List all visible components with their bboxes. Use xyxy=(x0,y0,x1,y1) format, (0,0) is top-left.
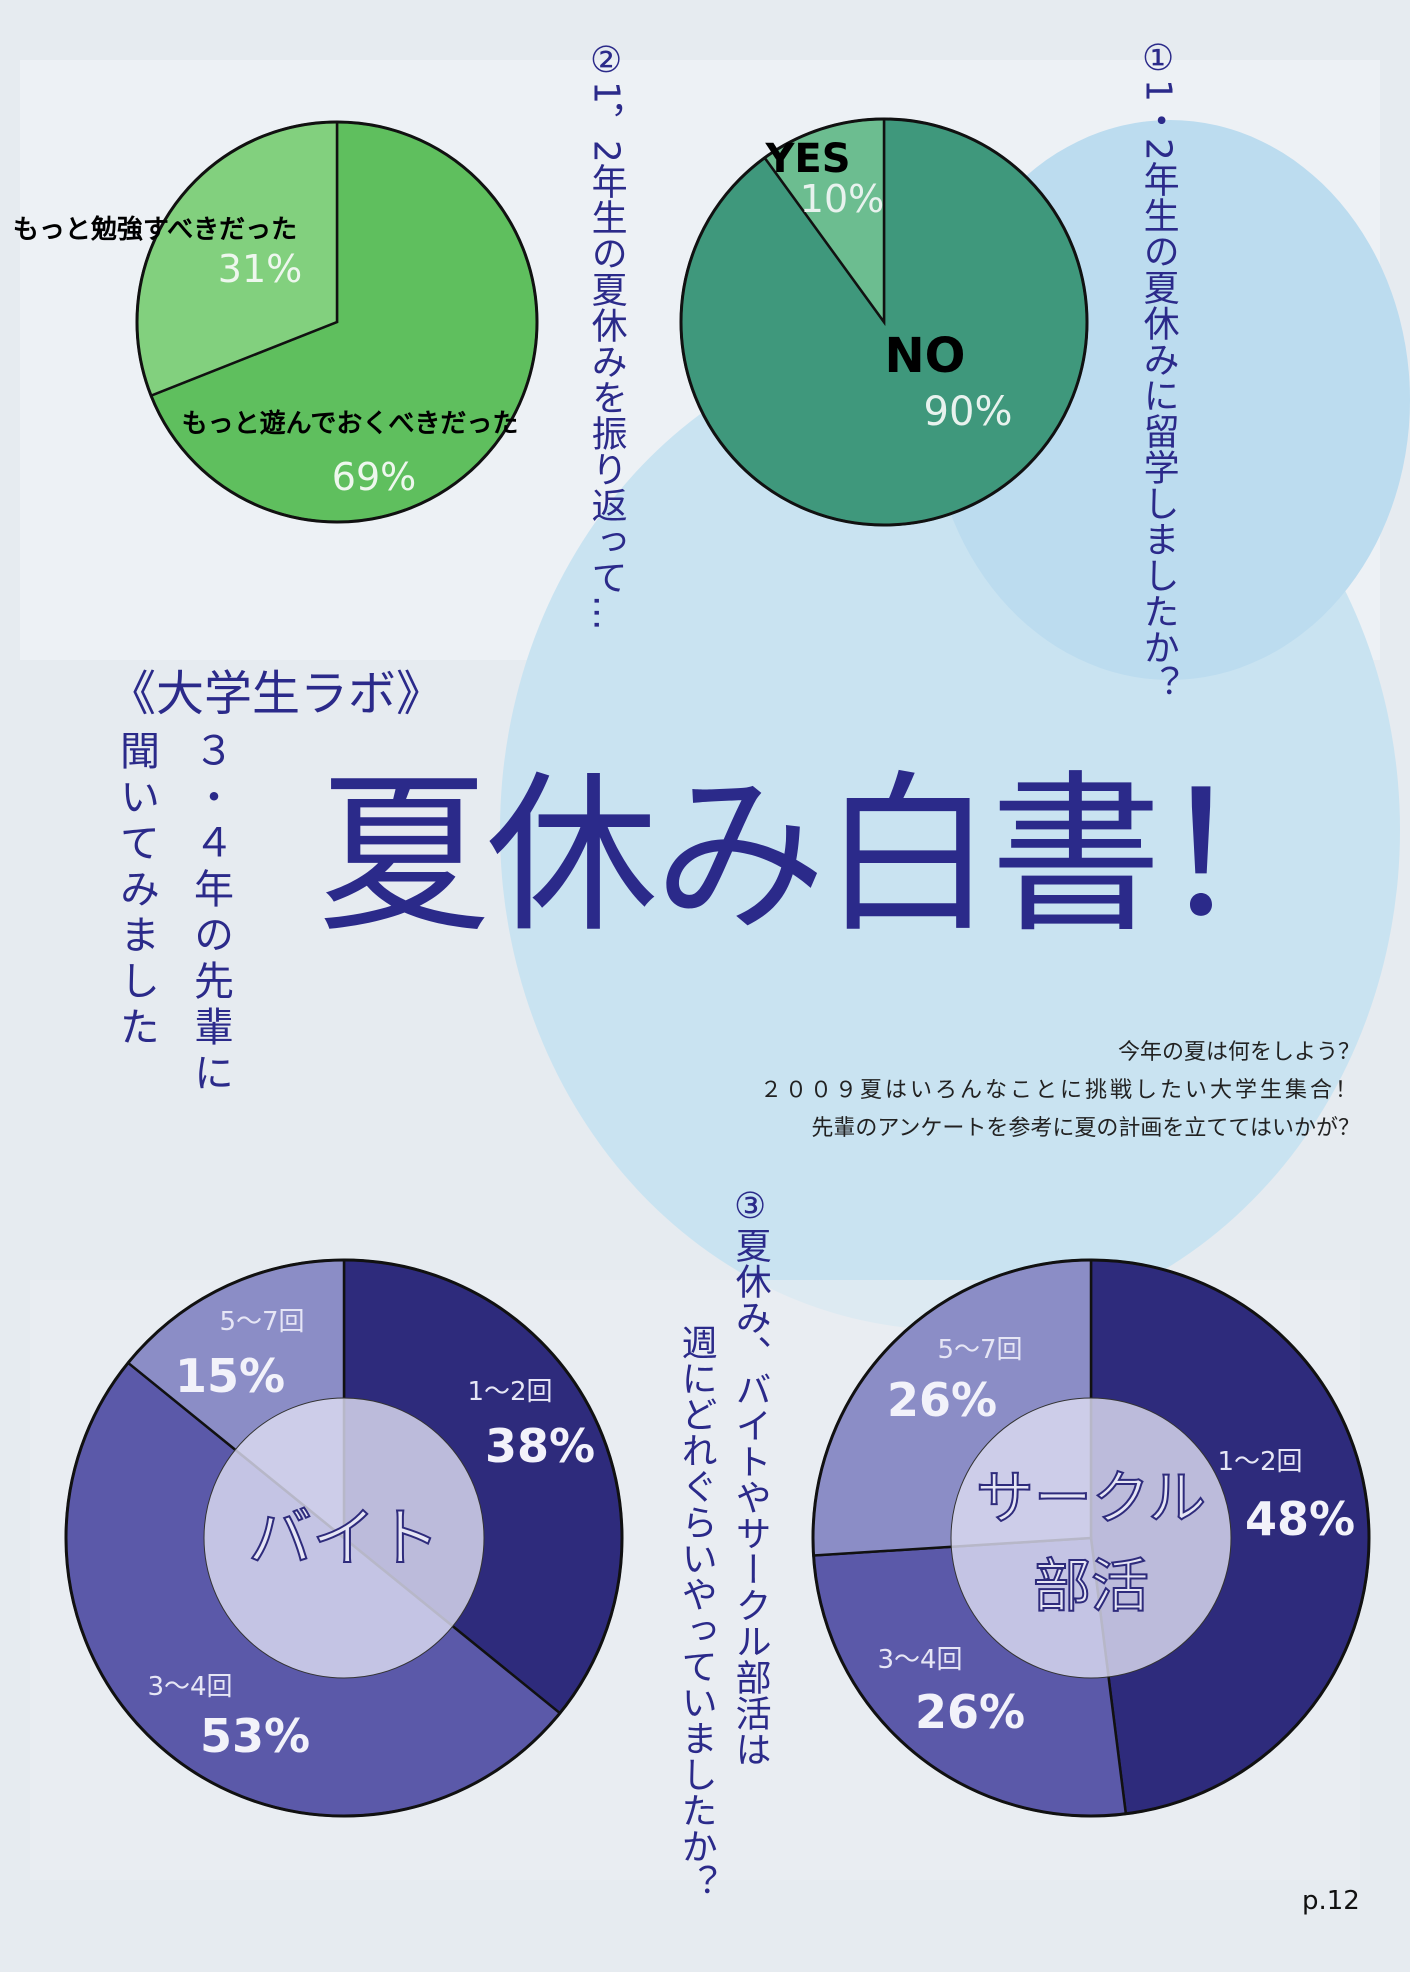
data-label: 10% xyxy=(800,177,884,221)
data-label: 26% xyxy=(887,1373,997,1427)
donut-center-label: バイト xyxy=(248,1502,440,1576)
category-label: YES xyxy=(764,136,850,182)
chart-q3-circle: 1～2回 48% 3～4回 26% 5～7回 26% サークル部活 xyxy=(811,1258,1371,1818)
page-title: 夏休み白書！ xyxy=(318,755,1330,956)
category-label: 5～7回 xyxy=(937,1335,1022,1365)
section-label: 《大学生ラボ》 xyxy=(108,666,445,722)
category-label: 1～2回 xyxy=(467,1377,552,1407)
data-label: 90% xyxy=(924,389,1013,435)
category-label: 3～4回 xyxy=(147,1672,232,1702)
data-label: 31% xyxy=(218,247,302,291)
data-label: 26% xyxy=(915,1685,1025,1739)
data-label: 53% xyxy=(200,1709,310,1763)
donut-center-label: サークル xyxy=(976,1464,1206,1532)
data-label: 69% xyxy=(332,455,416,499)
pie-outline xyxy=(135,120,539,524)
lead-line-1: 今年の夏は何をしよう？ xyxy=(1117,1040,1360,1065)
pie-outline xyxy=(679,117,1089,527)
subtitle-line2: 聞いてみました xyxy=(113,730,159,1052)
category-label: 3～4回 xyxy=(877,1645,962,1675)
subtitle-line1: ３・４年の先輩に xyxy=(187,730,233,1098)
lead-line-3: 先輩のアンケートを参考に夏の計画を立ててはいかが？ xyxy=(811,1116,1360,1141)
pie-outline xyxy=(811,1258,1371,1818)
donut-center-label: 部活 xyxy=(1033,1552,1149,1620)
pie-outline xyxy=(64,1258,624,1818)
page-number: p.12 xyxy=(1302,1886,1360,1916)
category-label: 5～7回 xyxy=(219,1307,304,1337)
question-3-title-line2: 週にどれぐらいやっていましたか？ xyxy=(675,1324,717,1900)
chart-q3-baito: 1～2回 38% 3～4回 53% 5～7回 15% バイト xyxy=(64,1258,624,1819)
category-label: NO xyxy=(885,328,966,384)
category-label: もっと遊んでおくべきだった xyxy=(182,408,519,439)
question-1-title: ①1・2年生の夏休みに留学しましたか？ xyxy=(1137,38,1179,701)
data-label: 48% xyxy=(1245,1492,1355,1546)
data-label: 38% xyxy=(485,1419,595,1473)
question-3-title-line1: ③夏休み、バイトやサークル部活は xyxy=(729,1186,771,1767)
lead-line-2: ２００９夏はいろんなことに挑戦したい大学生集合！ xyxy=(759,1078,1360,1103)
category-label: 1～2回 xyxy=(1217,1447,1302,1477)
donut-center xyxy=(203,1397,485,1679)
category-label: もっと勉強すべきだった xyxy=(13,215,297,245)
data-label: 15% xyxy=(175,1349,285,1403)
donut-center xyxy=(950,1397,1232,1679)
question-2-title: ②1，2年生の夏休みを振り返って… xyxy=(585,40,627,631)
